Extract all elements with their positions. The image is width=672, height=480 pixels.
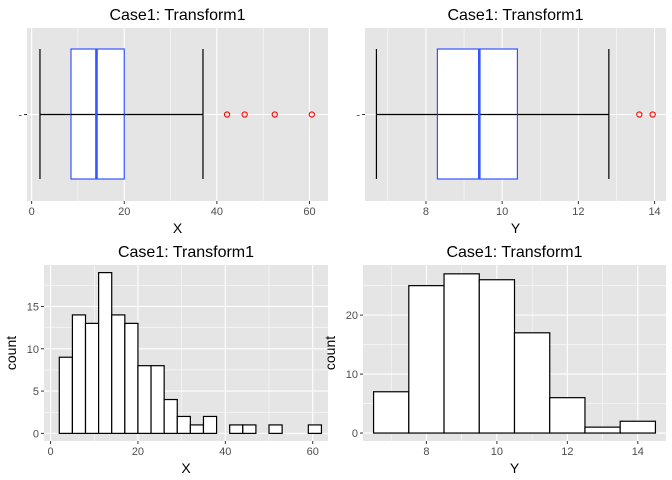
x-tick-label: 8 [423, 446, 429, 458]
histogram-bar [619, 420, 657, 434]
histogram-bar [202, 415, 218, 434]
x-tick-label: 40 [211, 206, 223, 218]
outlier-point [241, 111, 248, 118]
histogram-bar [307, 424, 323, 434]
x-tick-label: 20 [132, 446, 144, 458]
x-tick-label: 60 [303, 206, 315, 218]
y-tick-label: 10 [346, 369, 358, 381]
x-tick-label: 40 [219, 446, 231, 458]
histogram-bar [268, 424, 283, 434]
histogram-bar [84, 322, 100, 434]
histogram-bar [513, 332, 551, 434]
histogram-bar [150, 365, 165, 434]
boxplot-marks [375, 48, 656, 180]
y-tick-label: 10 [27, 344, 39, 356]
histogram-bar [58, 356, 74, 434]
x-tick-label: 12 [561, 446, 573, 458]
axis-ticks: 0 20 40 60 - [18, 110, 315, 219]
histogram-x-panel: 0 20 40 60 0 5 10 15 Case1: Transform1 X count [3, 244, 328, 476]
x-tick-label: 0 [29, 206, 35, 218]
x-axis-label: X [181, 460, 191, 476]
y-axis-label: count [322, 336, 338, 370]
y-tick-label: 0 [33, 428, 39, 440]
x-tick-label: 14 [632, 446, 644, 458]
histogram-bar [111, 314, 126, 434]
histogram-bar [443, 273, 480, 434]
y-tick-label: 15 [27, 301, 39, 313]
y-axis-label: count [3, 336, 19, 370]
x-tick-label: 10 [496, 206, 508, 218]
x-axis-label: Y [510, 460, 520, 476]
histogram-bars [372, 273, 657, 434]
y-tick-label: 5 [33, 386, 39, 398]
outlier-point [271, 111, 278, 118]
histogram-bar [189, 424, 205, 434]
axis-ticks: 0 20 40 60 0 5 10 15 [27, 301, 319, 458]
x-tick-label: 20 [118, 206, 130, 218]
x-tick-label: 12 [572, 206, 584, 218]
histogram-bar [478, 279, 516, 434]
x-tick-label: 0 [47, 446, 53, 458]
x-tick-label: 60 [307, 446, 319, 458]
boxplot-y-panel: 8 10 12 14 - Case1: Transform1 Y [356, 7, 666, 236]
histogram-bar [176, 415, 191, 434]
x-tick-label: 8 [423, 206, 429, 218]
axis-ticks: 8 10 12 14 - [356, 110, 660, 219]
outlier-point [223, 111, 231, 118]
boxplot-marks [39, 48, 315, 180]
y-tick-label: 20 [346, 310, 358, 322]
chart-title: Case1: Transform1 [118, 244, 254, 261]
chart-title: Case1: Transform1 [447, 7, 583, 24]
chart-title: Case1: Transform1 [109, 7, 245, 24]
outlier-point [308, 111, 315, 118]
histogram-bar [137, 365, 152, 434]
histogram-bar [163, 398, 178, 434]
x-axis-label: X [173, 220, 183, 236]
outlier-point [649, 111, 656, 118]
boxplot-x-panel: 0 20 40 60 - Case1: Transform1 X [18, 7, 328, 236]
histogram-bar [372, 391, 410, 434]
histogram-y-panel: 8 10 12 14 0 10 20 Case1: Transform1 Y count [322, 244, 666, 476]
chart-title: Case1: Transform1 [446, 244, 582, 261]
histogram-bar [408, 285, 445, 434]
histogram-bars [58, 272, 323, 434]
histogram-bar [98, 272, 113, 434]
axis-ticks: 8 10 12 14 0 10 20 [346, 310, 644, 458]
outlier-point [636, 111, 643, 118]
histogram-bar [242, 424, 257, 434]
x-axis-label: Y [511, 220, 521, 236]
y-tick-label: 0 [352, 428, 358, 440]
histogram-bar [124, 322, 139, 434]
histogram-bar [71, 314, 87, 434]
histogram-bar [584, 426, 621, 434]
x-tick-label: 10 [491, 446, 503, 458]
y-tick-label: - [18, 110, 22, 122]
y-tick-label: - [356, 110, 360, 122]
histogram-bar [549, 397, 586, 434]
x-tick-label: 14 [648, 206, 660, 218]
histogram-bar [229, 424, 244, 434]
